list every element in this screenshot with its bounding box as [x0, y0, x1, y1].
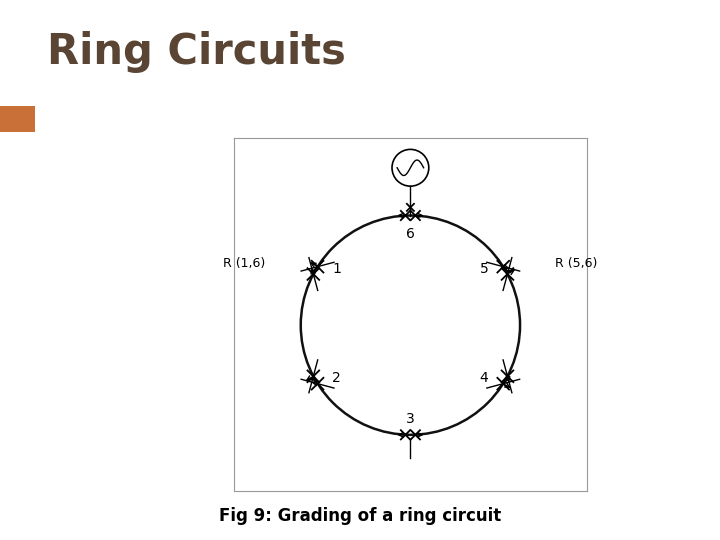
Text: R (5,6): R (5,6) — [555, 256, 598, 270]
Text: 6: 6 — [406, 227, 415, 241]
Text: 4: 4 — [480, 371, 488, 385]
Text: 5: 5 — [480, 261, 488, 275]
Text: Ring Circuits: Ring Circuits — [47, 31, 346, 73]
Text: R (1,6): R (1,6) — [223, 256, 265, 270]
FancyBboxPatch shape — [0, 106, 35, 132]
Text: 1: 1 — [333, 261, 341, 275]
Text: 3: 3 — [406, 412, 415, 426]
Text: Fig 9: Grading of a ring circuit: Fig 9: Grading of a ring circuit — [219, 507, 501, 525]
Text: 2: 2 — [333, 371, 341, 385]
